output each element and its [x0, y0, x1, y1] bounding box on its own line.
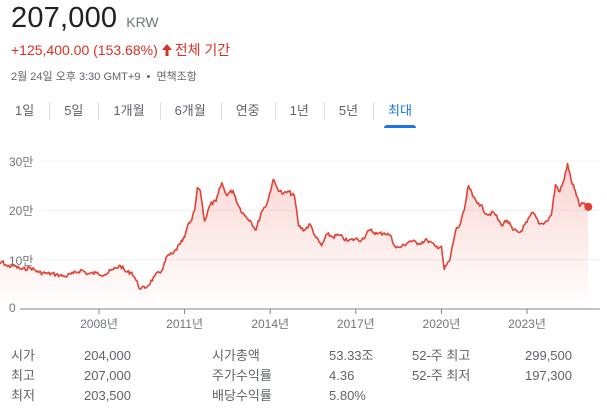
price-area [0, 163, 589, 309]
x-tick-label: 2023년 [508, 317, 546, 331]
x-tick-label: 2017년 [336, 317, 375, 331]
stats-row-2: 최고 207,000 주가수익률 4.36 52-주 최저 197,300 [0, 366, 607, 386]
tab-5y[interactable]: 5년 [323, 99, 373, 123]
chart-plot-area[interactable] [0, 145, 607, 335]
price-line [0, 162, 590, 291]
stat-pe-value: 4.36 [329, 368, 355, 383]
tab-1d[interactable]: 1일 [0, 99, 49, 123]
x-tick-label: 2008년 [80, 317, 118, 331]
tab-1m[interactable]: 1개월 [98, 99, 159, 123]
separator-dot: • [146, 71, 151, 83]
arrow-up-icon [161, 44, 172, 56]
tab-ytd[interactable]: 연중 [220, 99, 275, 123]
stats-row-1: 시가 204,000 시가총액 53.33조 52-주 최고 299,500 [0, 346, 607, 366]
stat-open-label: 시가 [11, 348, 35, 363]
tab-label: 연중 [235, 103, 260, 118]
tab-6m[interactable]: 6개월 [159, 99, 221, 123]
stat-open-value: 204,000 [84, 348, 131, 363]
current-price: 207,000 [11, 2, 118, 34]
x-tick-label: 2014년 [251, 317, 290, 331]
y-tick-label: 10만 [9, 253, 34, 268]
tab-label: 1일 [15, 103, 35, 118]
period-label: 전체 기간 [174, 42, 231, 58]
x-axis [20, 308, 600, 314]
tab-label: 5일 [64, 103, 84, 118]
tab-5d[interactable]: 5일 [49, 99, 98, 123]
tab-label: 1개월 [113, 103, 145, 118]
y-tick-label: 0 [9, 301, 16, 315]
stat-mktcap-label: 시가총액 [212, 348, 260, 363]
stat-pe-label: 주가수익률 [212, 368, 272, 383]
stat-mktcap-value: 53.33조 [329, 348, 374, 363]
tab-label: 최대 [388, 103, 412, 118]
x-tick-label: 2020년 [422, 317, 461, 331]
range-tabs: 1일 5일 1개월 6개월 연중 1년 5년 최대 [0, 98, 427, 128]
price-chart[interactable]: 0 10만 20만 30만 2008년 2011년 2014년 2017년 2020년 2023… [0, 145, 607, 335]
current-price-dot [584, 202, 593, 211]
x-tick-label: 2011년 [166, 317, 204, 331]
stat-52w-high-value: 299,500 [525, 348, 572, 363]
tab-label: 5년 [338, 103, 359, 118]
timestamp: 2월 24일 오후 3:30 GMT+9 [11, 71, 141, 83]
stat-high-value: 207,000 [84, 368, 131, 383]
stat-52w-low-label: 52-주 최저 [412, 368, 471, 383]
stat-52w-high-label: 52-주 최고 [412, 348, 471, 363]
stat-high-label: 최고 [11, 368, 35, 383]
stats-row-3: 최저 203,500 배당수익률 5.80% [0, 386, 607, 406]
y-tick-label: 20만 [9, 204, 34, 219]
stat-div-yield-label: 배당수익률 [212, 388, 272, 403]
tab-label: 1년 [289, 103, 309, 118]
stat-low-value: 203,500 [84, 388, 131, 403]
tab-label: 6개월 [174, 103, 206, 118]
tab-1y[interactable]: 1년 [274, 99, 324, 123]
y-tick-label: 30만 [9, 155, 34, 169]
quote-meta: 2월 24일 오후 3:30 GMT+9 • 면책조항 [11, 68, 197, 84]
change-value: +125,400.00 (153.68%) [11, 42, 158, 58]
tab-max[interactable]: 최대 [373, 99, 427, 128]
currency-label: KRW [126, 14, 159, 30]
price-change: +125,400.00 (153.68%) 전체 기간 [11, 40, 230, 60]
price-header: 207,000 KRW [11, 2, 159, 35]
stat-low-label: 최저 [11, 388, 35, 403]
stat-div-yield-value: 5.80% [329, 388, 366, 403]
stat-52w-low-value: 197,300 [525, 368, 572, 383]
disclaimer-link[interactable]: 면책조항 [156, 71, 197, 83]
